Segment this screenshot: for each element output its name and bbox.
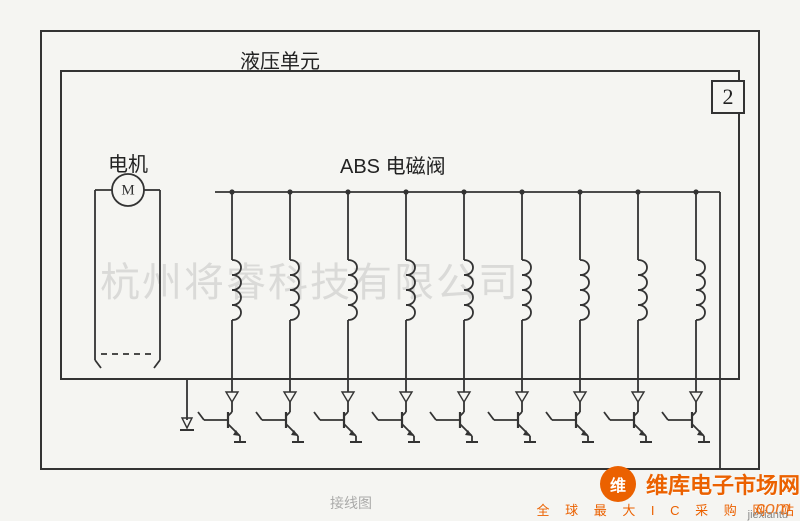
footer-under-text: 接线图	[330, 493, 372, 513]
brand-text-main: 维库电子市场网	[646, 468, 800, 500]
page-number: 2	[723, 84, 734, 110]
page-number-box: 2	[711, 80, 745, 114]
brand-logo-icon: 维	[600, 466, 636, 502]
motor-label: 电机	[108, 148, 148, 177]
abs-label: ABS 电磁阀	[340, 150, 446, 179]
title-main: 液压单元	[240, 45, 320, 74]
page-root: 液压单元 2 电机 ABS 电磁阀 杭州将睿科技有限公司 M 维 维库电子市场网…	[0, 0, 800, 519]
footer-small: jiexiantu	[748, 509, 788, 521]
brand-row: 维 维库电子市场网	[600, 466, 800, 502]
main-box	[60, 70, 740, 380]
